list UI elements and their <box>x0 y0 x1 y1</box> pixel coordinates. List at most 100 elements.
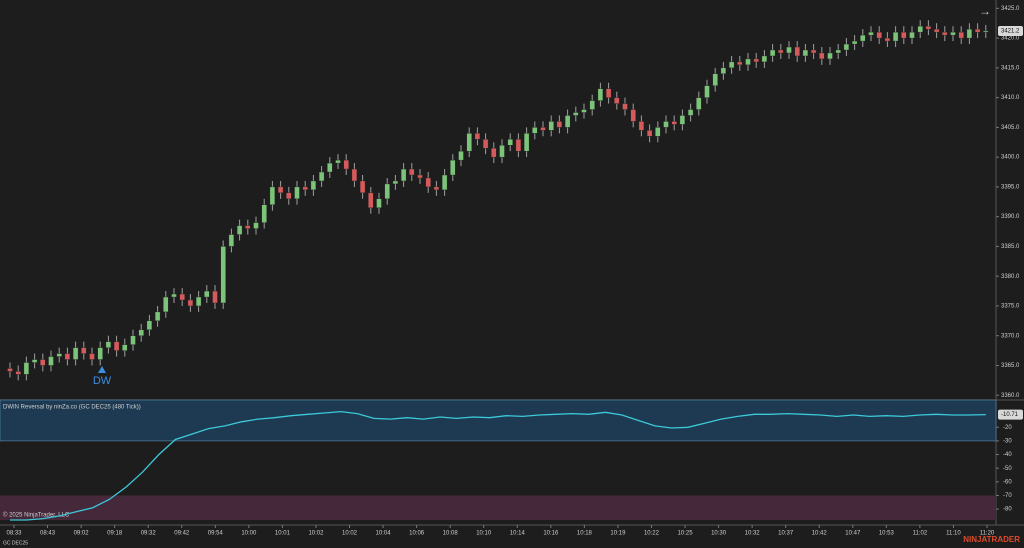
candle-body <box>392 180 399 185</box>
candle-body <box>195 296 202 307</box>
candle-body <box>81 347 87 354</box>
candle-body <box>48 356 54 366</box>
candle-body <box>589 100 595 110</box>
candle-body <box>728 61 735 69</box>
x-tick-label: 10:06 <box>409 531 425 537</box>
x-tick-label: 08:43 <box>40 531 56 537</box>
candle-body <box>794 46 800 57</box>
candle-body <box>966 28 973 39</box>
y-tick-label: 3410.0 <box>1001 95 1020 101</box>
y-tick-label: -80 <box>1003 507 1012 513</box>
copyright: © 2025 NinjaTrader, LLC <box>3 512 70 519</box>
candle-body <box>860 34 866 42</box>
candle-body <box>909 31 915 39</box>
candle-body <box>819 52 825 60</box>
candle-body <box>302 186 308 191</box>
x-tick-label: 10:22 <box>644 531 660 537</box>
upper-zone <box>0 399 997 442</box>
indicator-title: DWIN Reversal by ninZa.co (GC DEC25 (480… <box>3 405 141 411</box>
y-tick-label: 3415.0 <box>1001 65 1020 71</box>
candle-body <box>942 31 948 36</box>
candle-body <box>204 290 210 298</box>
candle-body <box>564 115 571 128</box>
x-tick-label: 10:08 <box>443 531 459 537</box>
candle-body <box>876 31 882 39</box>
candle-body <box>245 225 251 229</box>
candle-body <box>343 159 349 170</box>
candle-body <box>23 362 30 375</box>
x-tick-label: 10:25 <box>678 531 694 537</box>
candle-body <box>712 73 718 86</box>
x-tick-label: 10:00 <box>241 531 257 537</box>
candle-body <box>138 329 144 336</box>
scroll-arrow[interactable]: → <box>979 4 991 18</box>
candle-body <box>212 290 218 304</box>
candle-body <box>950 31 956 36</box>
y-tick-label: -40 <box>1003 452 1012 458</box>
candle-body <box>482 139 489 149</box>
candle-body <box>179 293 185 301</box>
x-tick-label: 09:32 <box>141 531 157 537</box>
candle-body <box>327 162 333 173</box>
candle-body <box>925 25 932 30</box>
x-tick-label: 08:33 <box>6 531 22 537</box>
candle-body <box>228 234 235 247</box>
candle-body <box>122 344 128 351</box>
y-tick-label: -20 <box>1003 425 1012 431</box>
candle-body <box>532 127 538 134</box>
candle-body <box>737 61 743 66</box>
last-price-box <box>998 25 1023 36</box>
candle-body <box>458 150 464 161</box>
candle-body <box>892 31 899 42</box>
signal-arrow <box>98 366 106 373</box>
y-tick-label: -30 <box>1003 438 1012 444</box>
candle-body <box>778 49 784 54</box>
x-tick-label: 09:42 <box>174 531 190 537</box>
candle-body <box>335 159 341 164</box>
candle-body <box>761 55 768 63</box>
y-tick-label: -60 <box>1003 479 1012 485</box>
last-price-label: 3421.2 <box>1001 29 1020 35</box>
candle-body <box>548 121 554 131</box>
candle-body <box>294 186 300 200</box>
candle-body <box>843 43 850 51</box>
candle-body <box>958 31 964 39</box>
candle-body <box>786 46 792 54</box>
x-tick-label: 10:32 <box>745 531 761 537</box>
candle-body <box>933 28 940 33</box>
candle-body <box>253 222 259 229</box>
last-value-box <box>998 409 1023 420</box>
y-tick-label: 3425.0 <box>1001 6 1020 12</box>
candle-body <box>974 28 981 33</box>
candle-body <box>614 97 620 104</box>
candle-body <box>409 168 415 176</box>
candle-body <box>687 109 694 116</box>
candle-body <box>605 88 612 98</box>
candle-body <box>97 347 103 360</box>
y-tick-label: 3375.0 <box>1001 304 1020 310</box>
candle-body <box>720 67 727 75</box>
candle-body <box>7 368 13 372</box>
candle-body <box>40 359 46 366</box>
candle-body <box>868 31 874 36</box>
candle-body <box>220 246 226 304</box>
y-tick-label: 3420.0 <box>1001 36 1020 42</box>
candle-body <box>368 192 374 208</box>
candle-body <box>130 335 136 345</box>
candle-body <box>671 121 677 125</box>
candle-body <box>417 174 423 179</box>
candle-body <box>851 40 858 45</box>
x-tick-label: 10:19 <box>610 531 626 537</box>
candle-body <box>745 58 751 66</box>
candle-body <box>72 347 79 360</box>
x-tick-label: 10:02 <box>308 531 324 537</box>
candle-body <box>187 299 194 307</box>
candle-body <box>376 198 382 208</box>
y-tick-label: 3395.0 <box>1001 184 1020 190</box>
candle-body <box>540 127 546 131</box>
candle-body <box>523 133 530 152</box>
x-tick-label: 10:14 <box>510 531 526 537</box>
y-tick-label: 3400.0 <box>1001 155 1020 161</box>
x-tick-label: 09:54 <box>208 531 224 537</box>
candle-body <box>15 371 21 375</box>
